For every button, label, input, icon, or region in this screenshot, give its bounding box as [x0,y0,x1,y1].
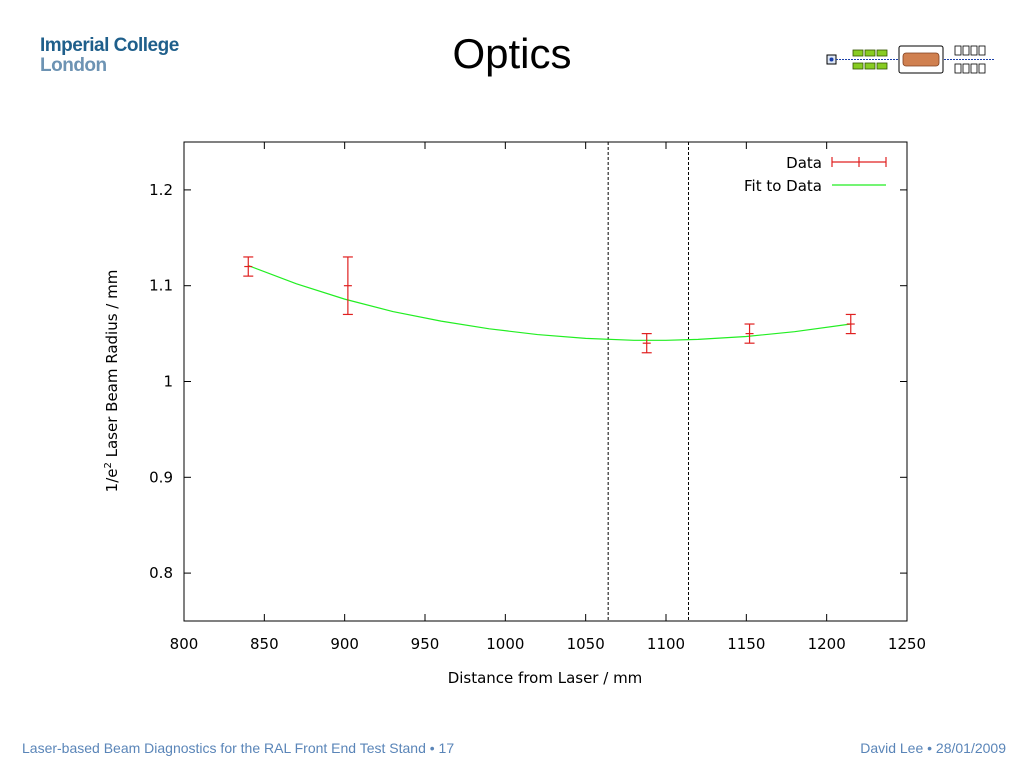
x-tick-label: 1250 [888,635,926,653]
x-tick-label: 1200 [808,635,846,653]
x-tick-label: 900 [330,635,359,653]
data-point [243,256,254,277]
y-tick-label: 1 [163,373,173,391]
logo-line-1: Imperial College [40,35,179,56]
slide-title: Optics [452,30,572,77]
legend: Data Fit to Data [744,154,887,195]
data-point [342,256,353,316]
data-series [243,256,856,354]
data-point [744,323,755,344]
footer-author-date: David Lee • 28/01/2009 [860,740,1006,756]
data-point [641,333,652,354]
x-axis-label: Distance from Laser / mm [448,669,643,687]
footer-presentation-title: Laser-based Beam Diagnostics for the RAL… [22,740,455,756]
y-tick-label: 1.2 [149,181,173,199]
y-axis-label-superscript: 2 [103,462,114,468]
x-tick-label: 800 [170,635,199,653]
y-axis-label-suffix: Laser Beam Radius / mm [103,270,121,463]
x-tick-label: 1050 [567,635,605,653]
y-axis-label: 1/e2 Laser Beam Radius / mm [103,270,121,493]
legend-label-data: Data [786,154,822,172]
imperial-college-logo: Imperial College London [40,36,179,76]
x-tick-label: 1150 [727,635,765,653]
x-tick-label: 1000 [486,635,524,653]
x-axis-ticks: 800 850 900 950 1000 1050 1100 1150 1200 1250 [170,142,926,653]
x-tick-label: 950 [411,635,440,653]
y-tick-label: 1.1 [149,277,173,295]
fit-series [248,265,851,341]
logo-line-2: London [40,55,107,76]
x-tick-label: 1100 [647,635,685,653]
data-point [845,313,856,335]
y-axis-label-prefix: 1/e [103,469,121,493]
legend-label-fit: Fit to Data [744,177,822,195]
reference-lines [607,142,689,621]
y-axis-ticks: 0.8 0.9 1 1.1 1.2 [149,181,907,582]
x-tick-label: 850 [250,635,279,653]
fit-line [248,265,851,341]
plot-frame [183,141,908,622]
beamline-schematic-icon [826,45,994,74]
y-tick-label: 0.8 [149,564,173,582]
y-tick-label: 0.9 [149,468,173,486]
